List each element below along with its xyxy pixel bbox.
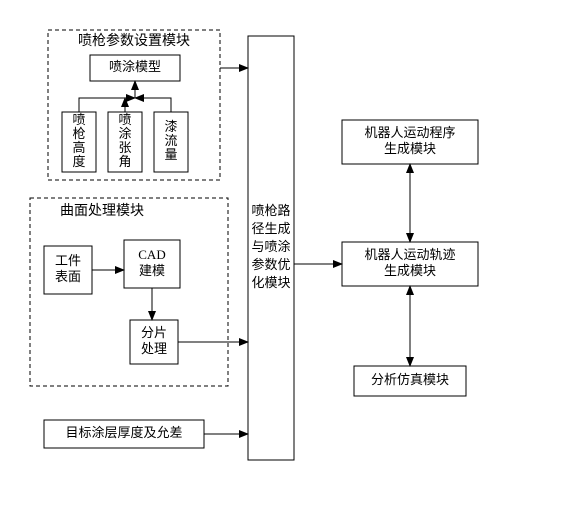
gun-input-2-text-line-1: 流	[164, 133, 177, 148]
prog-gen-text-line-1: 生成模块	[384, 141, 436, 156]
work-surface-text-line-1: 表面	[55, 269, 81, 284]
gun-input-2-text-line-0: 漆	[164, 119, 177, 134]
cad-text-line-1: 建模	[139, 263, 165, 278]
center-line-0: 喷枪路	[251, 203, 290, 218]
slice-text-line-1: 处理	[141, 341, 167, 356]
spray-model-label: 喷涂模型	[109, 59, 161, 74]
prog-gen-text-line-0: 机器人运动程序	[364, 125, 455, 140]
gun-input-1-text-line-0: 喷	[118, 112, 131, 127]
work-surface-text-line-0: 工件	[55, 253, 81, 268]
surface-title: 曲面处理模块	[60, 203, 144, 219]
gun-input-0-text-line-1: 枪	[72, 126, 85, 141]
gun-input-0-text-line-2: 高	[72, 140, 85, 155]
gun-input-0-text-line-0: 喷	[72, 112, 85, 127]
target-thickness-label: 目标涂层厚度及允差	[65, 425, 182, 440]
center-line-3: 参数优	[251, 257, 290, 272]
gun-input-1-text-line-2: 张	[118, 140, 131, 155]
gun-input-1-text-line-1: 涂	[118, 126, 131, 141]
gun-input-0-text-line-3: 度	[72, 154, 85, 169]
center-line-4: 化模块	[251, 275, 290, 290]
gun-input-2-text-line-2: 量	[164, 147, 177, 162]
gun-input-1-text-line-3: 角	[118, 154, 131, 169]
center-line-1: 径生成	[251, 221, 290, 236]
edge-2	[135, 98, 171, 112]
traj-gen-text-line-0: 机器人运动轨迹	[364, 247, 455, 262]
gun-params-title: 喷枪参数设置模块	[78, 32, 190, 49]
sim-label: 分析仿真模块	[371, 372, 449, 387]
slice-text-line-0: 分片	[141, 325, 167, 340]
cad-text-line-0: CAD	[138, 247, 165, 262]
center-line-2: 与喷涂	[251, 239, 290, 254]
traj-gen-text-line-1: 生成模块	[384, 263, 436, 278]
edge-0	[79, 98, 135, 112]
